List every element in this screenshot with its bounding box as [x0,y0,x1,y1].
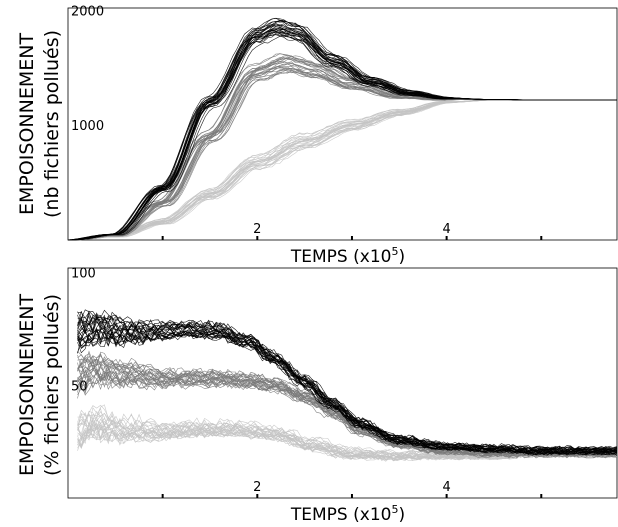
top-series-lightgray [67,99,617,241]
bottom-ylabel-line1: EMPOISONNEMENT [16,294,38,476]
bottom-xlabel: TEMPS (x105) [290,503,405,525]
bottom-xtick-label: 4 [442,480,450,495]
bottom-run-line-gray [77,358,618,455]
top-series-black [67,17,617,241]
top-run-line-black [68,23,617,241]
bottom-xlabel-exp: 5 [391,503,398,516]
bottom-run-line-black [77,316,618,452]
top-run-line-gray [68,68,617,241]
top-xlabel-exp: 5 [391,245,398,258]
bottom-run-line-black [77,310,618,451]
top-ytick-label: 1000 [71,119,104,134]
bottom-series-black [77,309,618,456]
top-xtick-label: 4 [442,222,450,237]
bottom-xlabel-close: ) [398,505,405,525]
top-xtick-label: 2 [253,222,261,237]
top-xlabel-text: TEMPS (x10 [290,247,392,267]
top-run-line-black [67,17,617,241]
top-run-line-gray [67,57,617,241]
bottom-xlabel-text: TEMPS (x10 [290,505,392,525]
top-run-line-lightgray [68,99,617,241]
bottom-ytick-label: 50 [71,379,88,394]
bottom-plot-frame [67,267,618,499]
top-xlabel-close: ) [398,247,405,267]
bottom-ytick-label: 100 [71,267,96,282]
bottom-run-line-black [77,309,618,451]
bottom-run-line-gray [77,374,618,459]
top-series-group [67,17,617,241]
bottom-ylabel-line2: (% fichiers pollués) [41,294,63,476]
top-tick-marks [161,236,543,240]
top-plot-frame [67,7,618,241]
top-ytick-label: 2000 [71,4,104,19]
top-ylabel-line1: EMPOISONNEMENT [16,33,38,215]
top-run-line-gray [67,69,617,241]
bottom-tick-marks [161,494,543,498]
top-xlabel: TEMPS (x105) [290,245,405,267]
bottom-panel: 2 4 50 100 EMPOISONNEMENT (% fichiers pollu… [16,267,618,525]
top-tick-labels: 2 4 1000 2000 [71,4,451,237]
bottom-tick-labels: 2 4 50 100 [71,267,451,495]
top-series-gray [67,53,617,241]
bottom-run-line-black [77,320,618,454]
bottom-run-line-gray [77,358,618,454]
bottom-run-line-lightgray [77,426,618,462]
top-run-line-black [68,27,617,241]
top-ylabel-line2: (nb fichiers pollués) [41,30,63,218]
bottom-run-line-black [77,329,618,456]
top-run-line-gray [68,68,617,241]
bottom-series-group [77,309,618,462]
top-panel: 2 4 1000 2000 EMPOISONNEMENT (nb fichiers p… [16,4,618,267]
bottom-run-line-black [77,327,618,455]
bottom-xtick-label: 2 [253,480,261,495]
bottom-series-gray [77,350,618,459]
